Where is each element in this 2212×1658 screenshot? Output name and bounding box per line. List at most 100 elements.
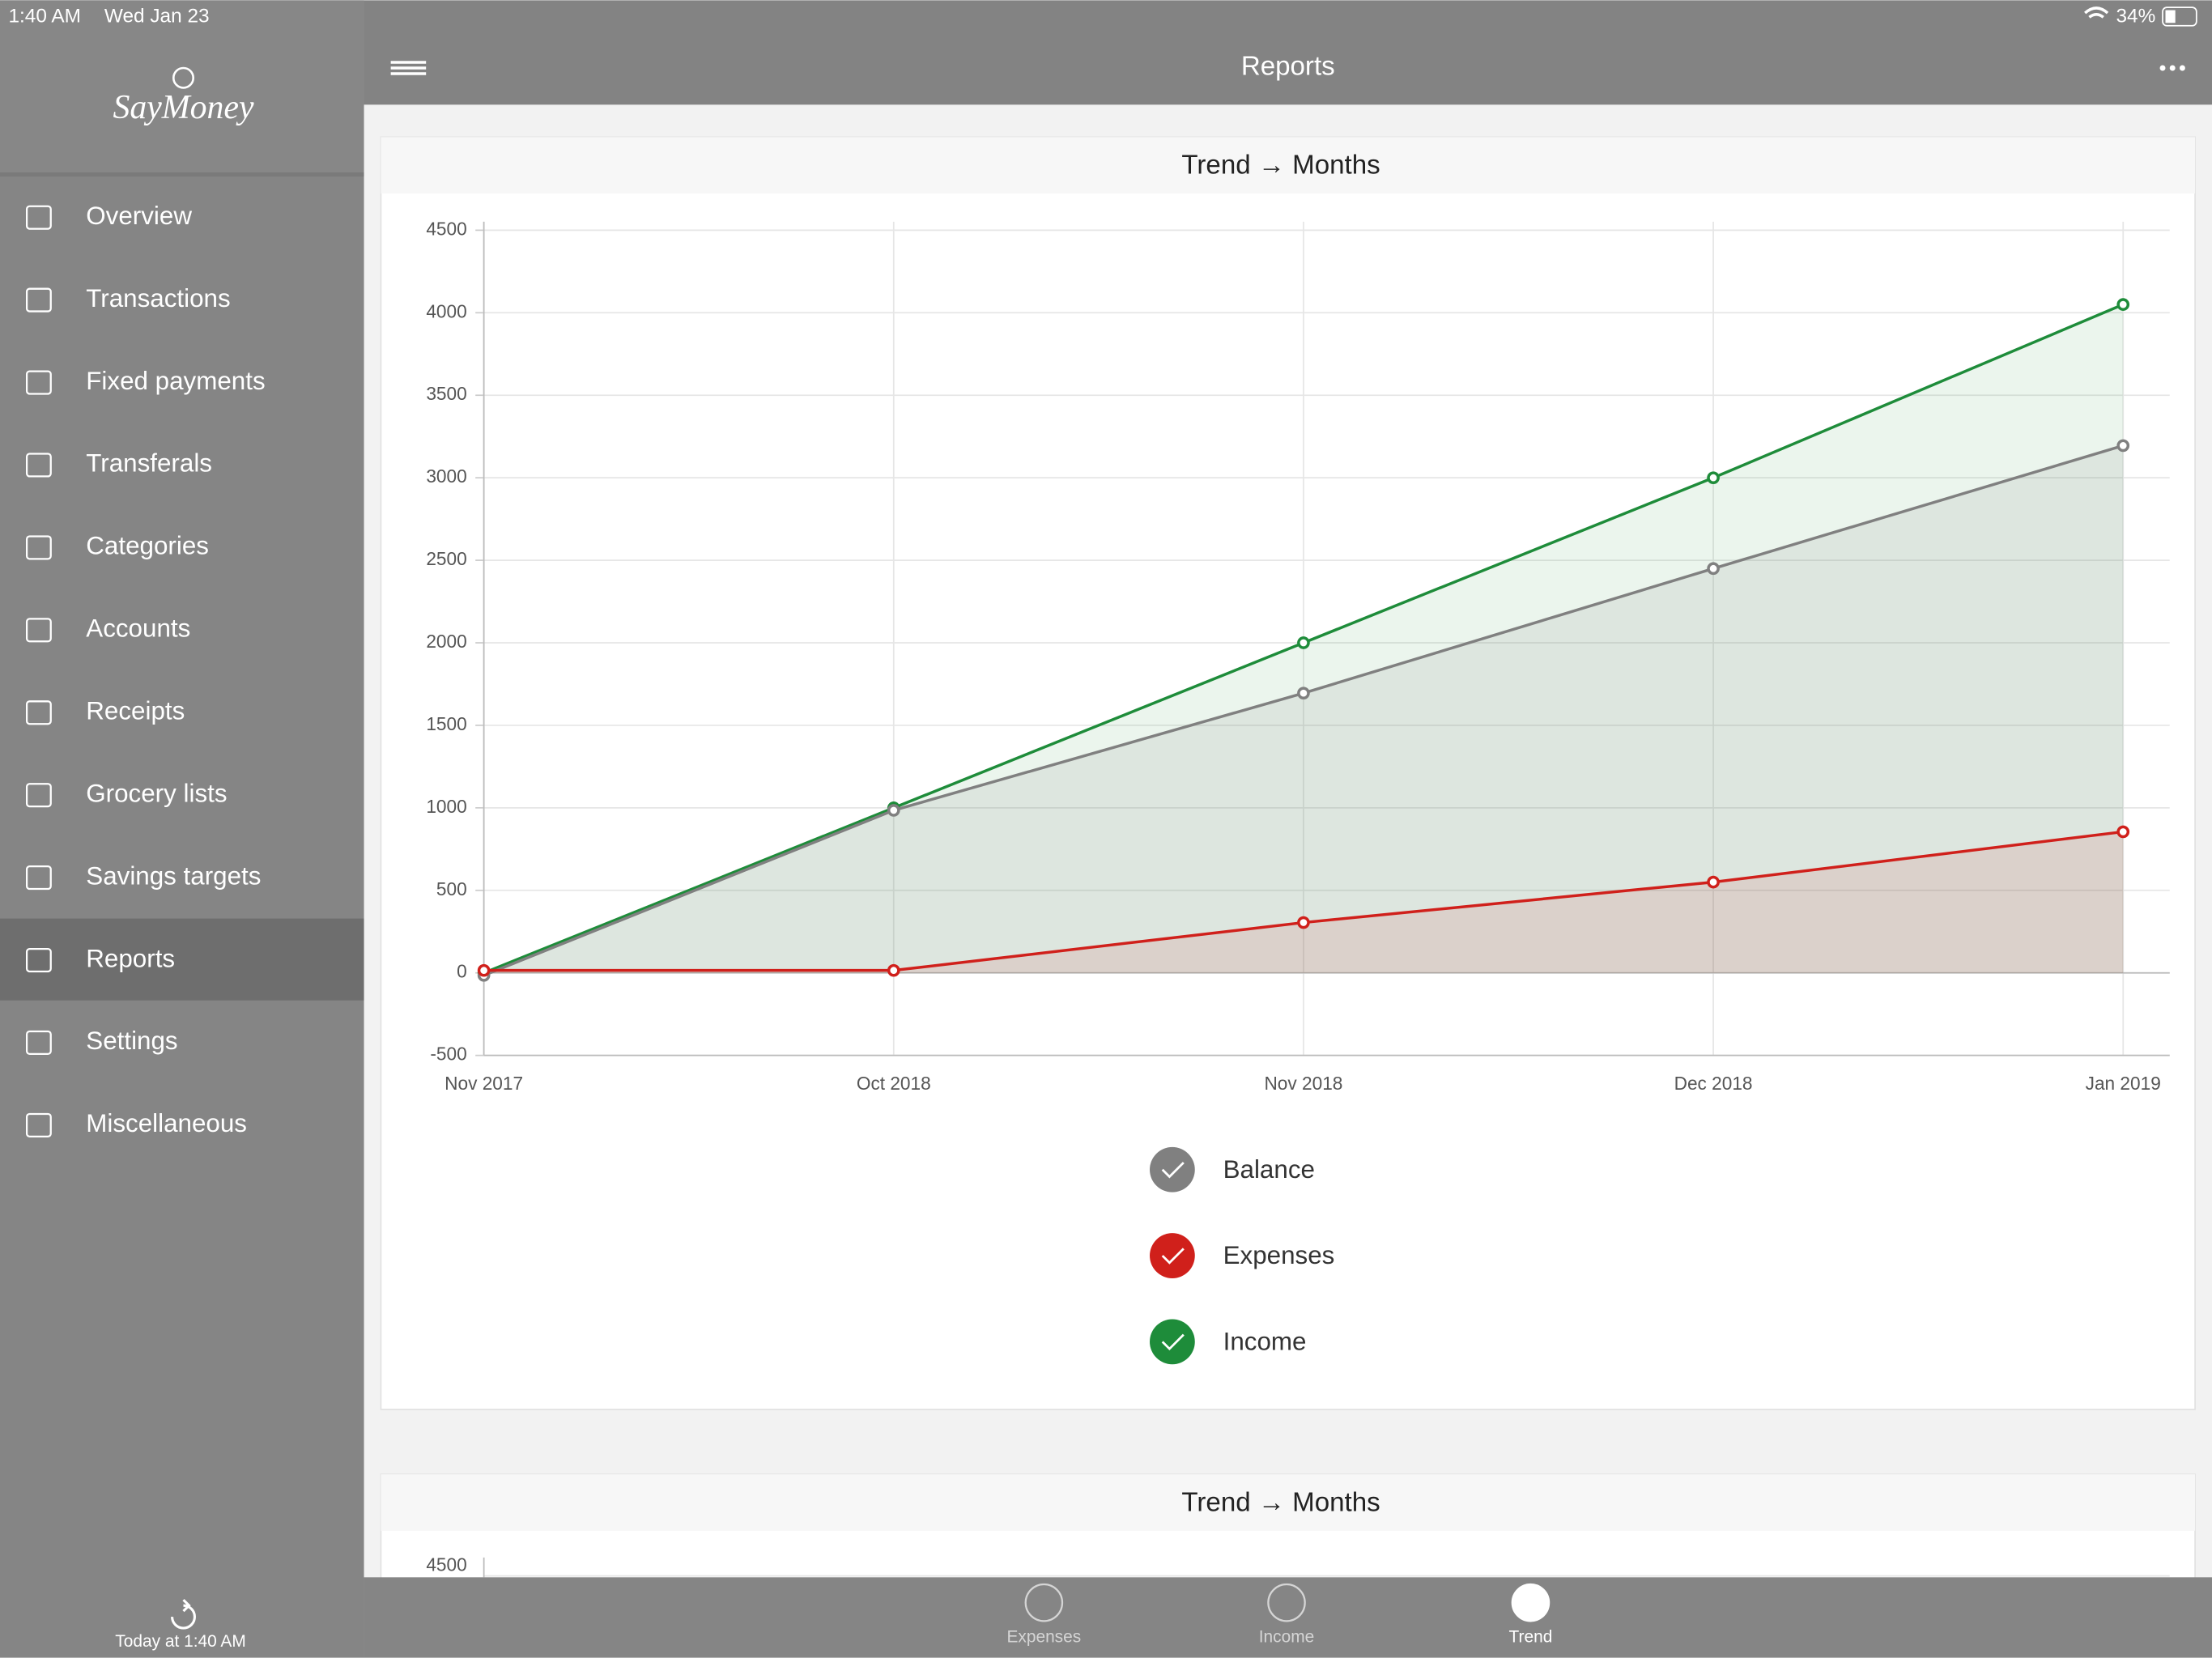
x-tick-label: Nov 2017	[445, 1073, 523, 1094]
chart-title: Trend → Months	[1181, 151, 1380, 181]
y-tick-label: 3000	[426, 466, 466, 487]
data-point	[2116, 298, 2130, 311]
menu-item[interactable]: Miscellaneous	[25, 1109, 247, 1137]
menu-icon	[25, 535, 52, 560]
menu-icon	[25, 287, 52, 312]
tab-icon	[1511, 1583, 1551, 1622]
menu-icon	[25, 783, 52, 808]
data-point	[2116, 439, 2130, 453]
menu-icon	[25, 1112, 52, 1137]
legend-swatch	[1150, 1233, 1195, 1278]
menu-item[interactable]: Fixed payments	[25, 367, 266, 395]
y-tick-label: 1000	[426, 796, 466, 817]
data-point	[1707, 471, 1720, 484]
tab-icon	[1024, 1583, 1064, 1622]
data-point	[477, 963, 491, 977]
y-tick-label: 3500	[426, 383, 466, 404]
menu-icon	[25, 865, 52, 891]
series-area	[483, 304, 2124, 973]
menu-label: Overview	[86, 202, 192, 230]
menu-label: Savings targets	[86, 861, 261, 890]
legend-item[interactable]: Expenses	[1150, 1233, 1334, 1278]
data-point	[887, 804, 900, 817]
menu-item[interactable]: Overview	[25, 202, 192, 230]
y-tick-label: 4500	[426, 218, 466, 239]
last-sync: Today at 1:40 AM	[115, 1632, 245, 1651]
logo-icon	[172, 66, 195, 89]
menu-icon	[25, 370, 52, 395]
battery-text: 34%	[2116, 6, 2156, 28]
menu-item[interactable]: Categories	[25, 532, 209, 560]
tab[interactable]: Expenses	[1006, 1583, 1081, 1647]
battery-level	[2165, 10, 2176, 23]
refresh-icon[interactable]	[170, 1599, 196, 1630]
legend-swatch	[1150, 1146, 1195, 1192]
menu-item[interactable]: Receipts	[25, 697, 185, 725]
menu-label: Miscellaneous	[86, 1109, 247, 1137]
tab-label: Trend	[1509, 1628, 1553, 1647]
page-title: Reports	[1241, 52, 1335, 82]
menu-icon	[25, 947, 52, 973]
card-header	[381, 137, 2196, 194]
legend-item[interactable]: Balance	[1150, 1146, 1315, 1192]
status-date: Wed Jan 23	[104, 6, 210, 28]
legend-item[interactable]: Income	[1150, 1319, 1307, 1365]
y-tick-label: -500	[430, 1044, 466, 1065]
x-tick-label: Nov 2018	[1264, 1073, 1342, 1094]
data-point	[2116, 825, 2130, 839]
menu-label: Settings	[86, 1027, 177, 1055]
more-button[interactable]	[2159, 65, 2185, 71]
menu-icon	[25, 700, 52, 725]
menu-label: Transactions	[86, 284, 230, 312]
selected-row	[0, 918, 364, 1001]
menu-label: Transferals	[86, 449, 212, 478]
tab-label: Income	[1259, 1628, 1315, 1647]
sidebar	[0, 0, 364, 1658]
status-time: 1:40 AM	[8, 6, 80, 28]
menu-item[interactable]: Savings targets	[25, 861, 261, 891]
tab-bar	[364, 1577, 2212, 1658]
y-tick-label: 0	[457, 961, 467, 982]
menu-item[interactable]: Transferals	[25, 449, 212, 478]
tab-label: Expenses	[1006, 1628, 1081, 1647]
menu-label: Receipts	[86, 697, 185, 725]
data-point	[1297, 636, 1310, 649]
menu-icon	[25, 618, 52, 643]
menu-item[interactable]: Reports	[25, 944, 175, 973]
chart-card	[380, 136, 2196, 1410]
data-point	[1707, 875, 1720, 889]
legend-check	[1161, 1333, 1185, 1351]
chart-title-2: Trend → Months	[1181, 1487, 1380, 1517]
data-point	[1297, 916, 1310, 929]
logo: SayMoney	[113, 89, 254, 126]
y-tick-label: 500	[436, 878, 467, 899]
wifi-icon	[2084, 6, 2109, 19]
x-tick-label: Oct 2018	[857, 1073, 931, 1094]
y-tick-label: 1500	[426, 713, 466, 734]
legend-label: Income	[1223, 1327, 1307, 1355]
y-tick-label: 4500	[426, 1554, 466, 1575]
menu-label: Reports	[86, 944, 175, 972]
menu-item[interactable]: Settings	[25, 1027, 178, 1056]
menu-item[interactable]: Transactions	[25, 284, 231, 312]
menu-label: Fixed payments	[86, 367, 265, 395]
menu-button[interactable]	[390, 61, 427, 75]
y-tick-label: 2500	[426, 548, 466, 569]
card-header-2	[381, 1474, 2196, 1531]
y-tick-label: 2000	[426, 631, 466, 652]
menu-item[interactable]: Grocery lists	[25, 779, 228, 808]
y-tick-label: 4000	[426, 300, 466, 321]
tab[interactable]: Trend	[1509, 1583, 1553, 1647]
menu-icon	[25, 205, 52, 230]
logo-shadow	[0, 172, 364, 177]
menu-icon	[25, 1030, 52, 1056]
tab[interactable]: Income	[1259, 1583, 1315, 1647]
x-tick-label: Dec 2018	[1674, 1073, 1753, 1094]
menu-item[interactable]: Accounts	[25, 614, 190, 643]
legend-check	[1161, 1248, 1185, 1265]
series-area	[483, 831, 2124, 973]
menu-label: Grocery lists	[86, 779, 227, 807]
battery-icon	[2162, 6, 2197, 27]
x-tick-label: Jan 2019	[2086, 1073, 2161, 1094]
